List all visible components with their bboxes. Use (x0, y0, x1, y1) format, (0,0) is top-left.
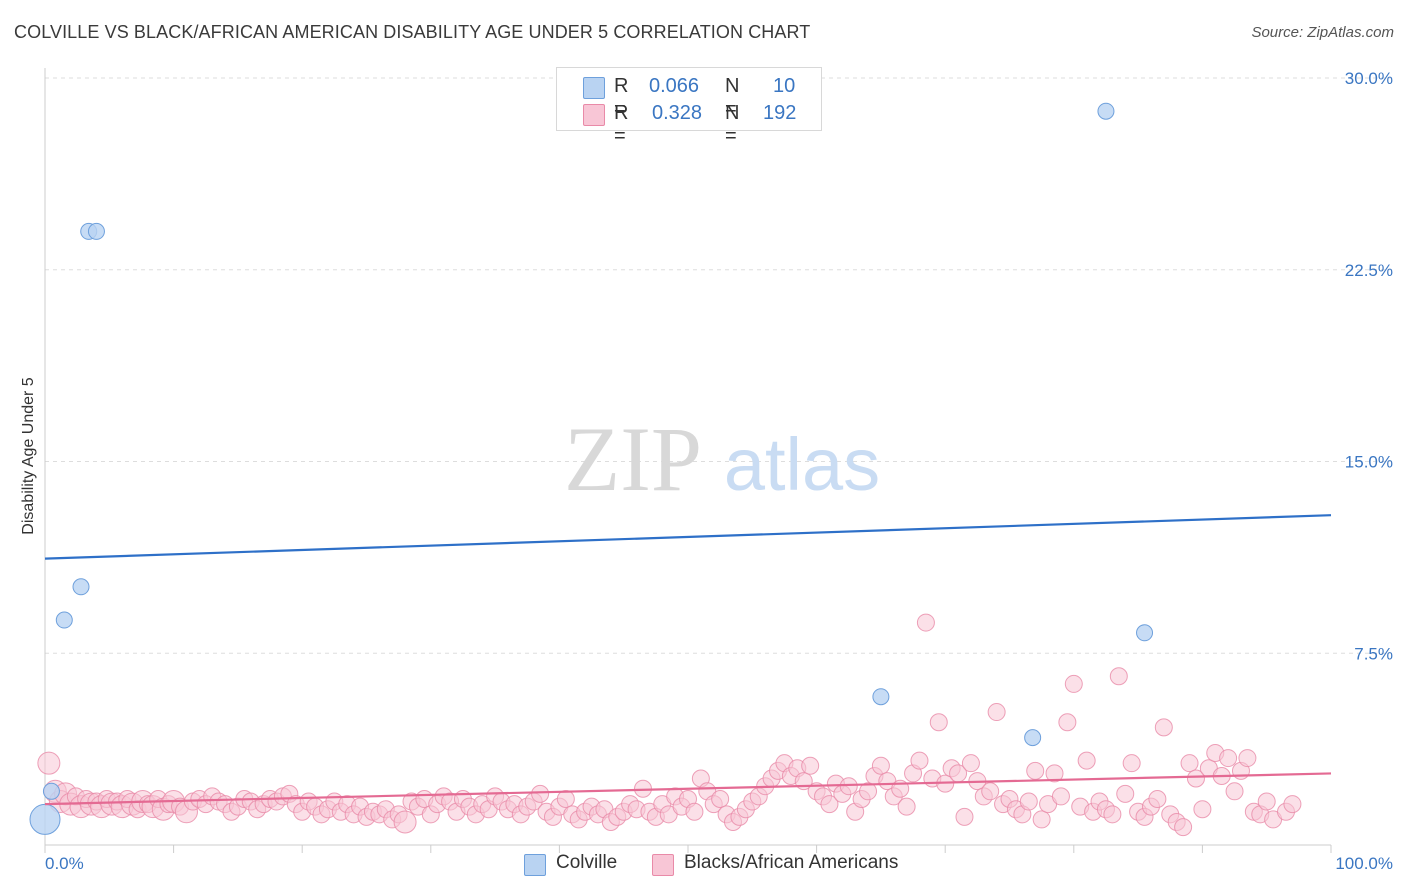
point-colville (72, 578, 90, 596)
point-blacks-african-americans (37, 751, 61, 775)
trend-lines (44, 514, 1332, 806)
point-colville (29, 803, 61, 835)
point-blacks-african-americans (1032, 810, 1051, 829)
point-blacks-african-americans (1225, 782, 1244, 801)
point-blacks-african-americans (1257, 792, 1276, 811)
point-blacks-african-americans (1122, 754, 1141, 773)
bottom-swatch-pink (652, 854, 674, 876)
point-blacks-african-americans (1154, 718, 1173, 737)
point-blacks-african-americans (1026, 761, 1045, 780)
point-blacks-african-americans (839, 777, 858, 796)
chart-title: COLVILLE VS BLACK/AFRICAN AMERICAN DISAB… (14, 22, 811, 42)
watermark-atlas: atlas (724, 423, 880, 506)
point-blacks-african-americans (820, 795, 839, 814)
legend-n-label: N = (725, 75, 740, 120)
point-blacks-african-americans (801, 756, 820, 775)
point-blacks-african-americans (910, 751, 929, 770)
point-blacks-african-americans (1186, 769, 1205, 788)
source-label: Source: ZipAtlas.com (1251, 24, 1394, 41)
point-colville (1024, 729, 1042, 747)
point-blacks-african-americans (1283, 795, 1302, 814)
point-blacks-african-americans (1019, 792, 1038, 811)
point-blacks-african-americans (1174, 818, 1193, 837)
point-colville (87, 222, 105, 240)
point-blacks-african-americans (1058, 713, 1077, 732)
y-tick-labels: 7.5% 15.0% 22.5% 30.0% (1345, 69, 1393, 663)
point-colville (1097, 102, 1115, 120)
legend: R = 0.066 N = 10 R = 0.328 N = 192 (556, 67, 822, 147)
legend-r-label: R = (614, 102, 629, 147)
legend-n-value: 192 (763, 102, 797, 124)
legend-swatch-blue (583, 77, 605, 99)
series-blacks-african-americans (37, 613, 1302, 837)
x-tick-label-min: 0.0% (45, 854, 84, 873)
point-colville (872, 688, 890, 706)
trend-line-blacks-african-americans (44, 772, 1332, 806)
y-tick-label: 22.5% (1345, 261, 1393, 280)
point-blacks-african-americans (981, 782, 1000, 801)
legend-n-value: 10 (773, 75, 796, 97)
point-blacks-african-americans (987, 703, 1006, 722)
point-blacks-african-americans (1045, 764, 1064, 783)
watermark: ZIP atlas (564, 408, 880, 510)
point-colville (1136, 624, 1154, 642)
point-blacks-african-americans (685, 802, 704, 821)
point-blacks-african-americans (1219, 749, 1238, 768)
y-tick-label: 30.0% (1345, 69, 1393, 88)
x-tick-label-max: 100.0% (1335, 854, 1393, 873)
point-blacks-african-americans (929, 713, 948, 732)
watermark-zip: ZIP (564, 408, 702, 510)
point-blacks-african-americans (1193, 800, 1212, 819)
point-blacks-african-americans (1109, 667, 1128, 686)
point-blacks-african-americans (897, 797, 916, 816)
point-blacks-african-americans (1238, 749, 1257, 768)
point-blacks-african-americans (1116, 784, 1135, 803)
point-blacks-african-americans (916, 613, 935, 632)
point-blacks-african-americans (556, 789, 575, 808)
point-blacks-african-americans (1077, 751, 1096, 770)
y-axis-title: Disability Age Under 5 (20, 377, 37, 535)
bottom-legend-label: Colville (556, 852, 618, 873)
point-blacks-african-americans (961, 754, 980, 773)
legend-swatch-pink (583, 104, 605, 126)
point-colville (42, 782, 60, 800)
point-blacks-african-americans (955, 807, 974, 826)
point-blacks-african-americans (1051, 787, 1070, 806)
x-ticks (44, 845, 1332, 853)
point-blacks-african-americans (1148, 789, 1167, 808)
grid-lines (45, 77, 1391, 654)
point-blacks-african-americans (1180, 754, 1199, 773)
point-colville (55, 611, 73, 629)
legend-r-value: 0.328 (652, 102, 703, 124)
point-blacks-african-americans (1064, 674, 1083, 693)
series-colville (29, 102, 1154, 835)
legend-n-label: N = (725, 102, 740, 147)
point-blacks-african-americans (531, 784, 550, 803)
point-blacks-african-americans (393, 810, 417, 834)
point-blacks-african-americans (859, 782, 878, 801)
trend-line-colville (44, 514, 1332, 560)
point-blacks-african-americans (871, 756, 890, 775)
y-tick-label: 15.0% (1345, 453, 1393, 472)
legend-r-value: 0.066 (649, 75, 700, 97)
bottom-swatch-blue (524, 854, 546, 876)
legend-r-label: R = (614, 75, 629, 120)
y-tick-label: 7.5% (1354, 644, 1393, 663)
point-blacks-african-americans (1103, 805, 1122, 824)
bottom-legend-label: Blacks/African Americans (684, 852, 899, 873)
point-blacks-african-americans (711, 789, 730, 808)
